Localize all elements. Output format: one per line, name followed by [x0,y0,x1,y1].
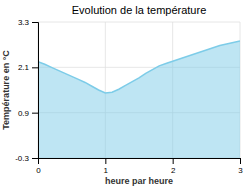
tick: -0.3 [15,154,38,163]
grid [38,22,240,158]
tick-label: 1 [104,166,109,175]
area [38,41,240,158]
tick: 3.3 [18,18,38,27]
line [38,41,240,93]
tick-label: -0.3 [15,154,29,163]
tick-mark [32,158,38,159]
tick: 2 [171,158,176,175]
tick-label: 3 [238,166,243,175]
y-axis-label: Température en °C [1,50,11,130]
axis-line [32,23,39,159]
tick-label: 2.1 [18,63,30,72]
tick-label: 0 [36,166,41,175]
tick: 0.9 [18,109,38,118]
tick: 3 [238,158,243,175]
chart-svg: 0 1 2 3 -0.3 0.9 2.1 3.3 Evolution de la tempéra… [0,0,250,188]
tick: 2.1 [18,63,38,72]
x-axis: 0 1 2 3 [36,158,243,175]
title: Evolution de la température [72,4,207,16]
tick-label: 2 [171,166,176,175]
tick-mark [105,158,106,164]
tick-mark [32,67,38,68]
tick: 0 [36,158,41,175]
tick-mark [240,158,241,164]
tick-mark [32,22,38,23]
tick-label: 0.9 [18,109,30,118]
grid-line-y [38,22,240,23]
tick-label: 3.3 [18,18,30,27]
chart-container: 0 1 2 3 -0.3 0.9 2.1 3.3 Evolution de la tempéra… [0,0,250,188]
plot-area [38,41,240,158]
tick: 1 [104,158,109,175]
x-axis-label: heure par heure [105,176,173,186]
tick-mark [173,158,174,164]
y-axis: -0.3 0.9 2.1 3.3 [15,18,38,163]
tick-mark [32,113,38,114]
axis-line [39,159,241,165]
